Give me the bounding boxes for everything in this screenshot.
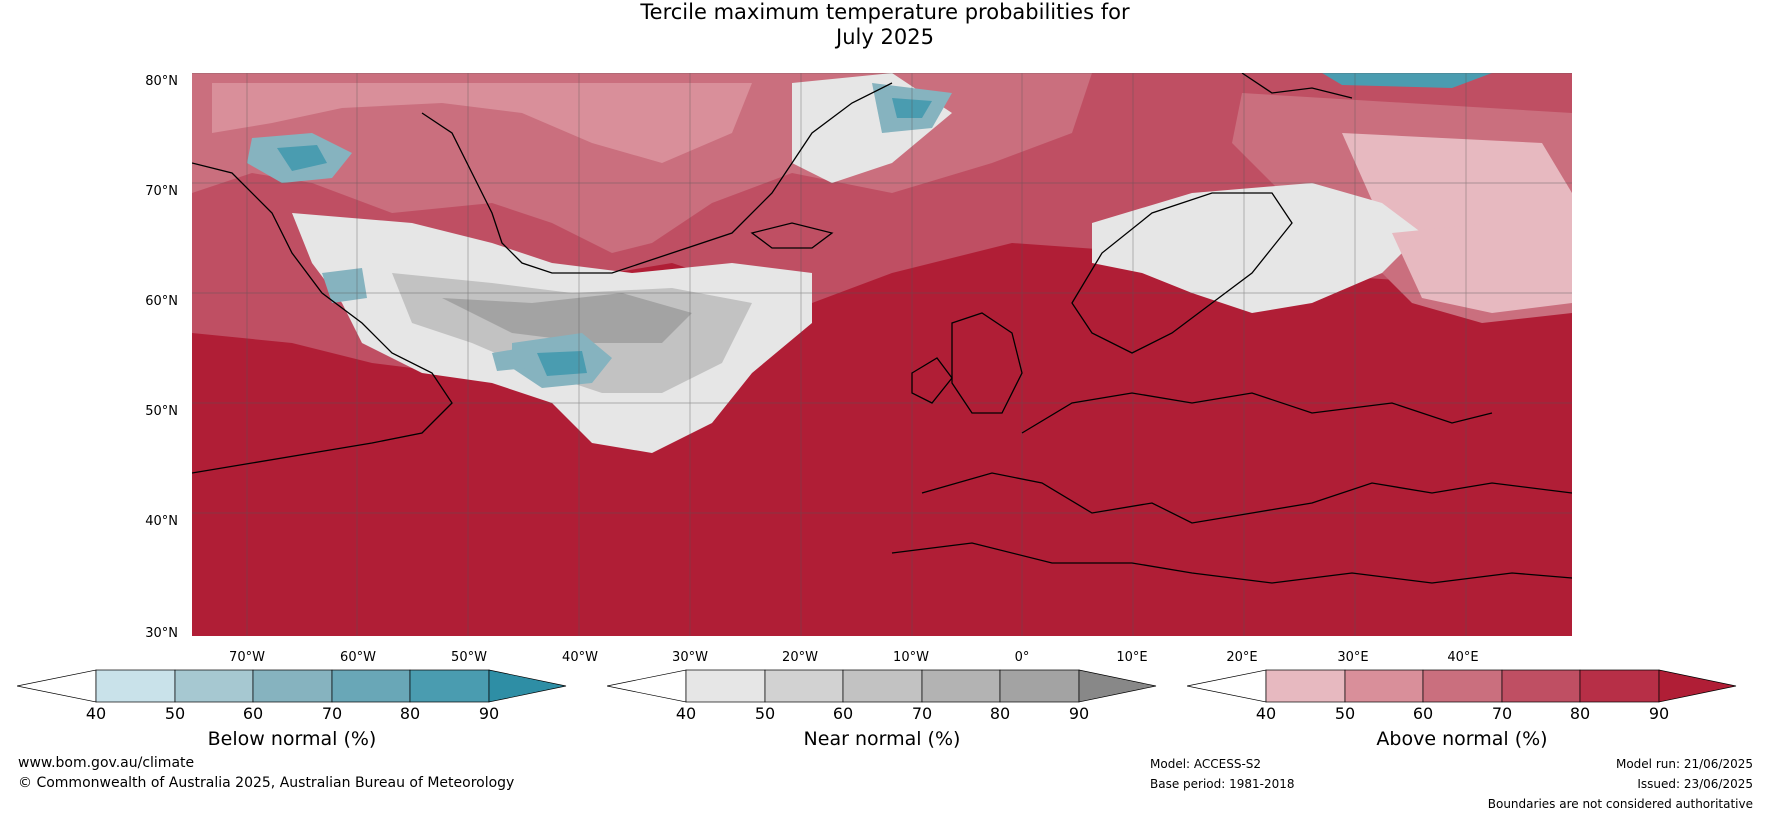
lon-label-50w: 50°W: [451, 650, 487, 665]
map-gridlines: [192, 73, 1572, 636]
colorbar-below-segment-60-70: [252, 669, 333, 703]
footer-disclaimer: Boundaries are not considered authoritat…: [1487, 797, 1753, 811]
lat-label-30n: 30°N: [145, 626, 178, 641]
cbar-above-tick-60: 60: [1412, 704, 1434, 723]
lon-label-40e: 40°E: [1447, 650, 1479, 665]
map-zone-below-labrador: [322, 268, 367, 303]
title-line-2: July 2025: [836, 25, 934, 49]
ireland-coast: [911, 357, 953, 404]
svalbard-coast: [1241, 73, 1353, 99]
british-isles-coast: [951, 312, 1023, 414]
colorbar-below-segment-40-50: [95, 669, 176, 703]
footer-model: Model: ACCESS-S2: [1150, 757, 1262, 771]
footer-base-period: Base period: 1981-2018: [1150, 777, 1295, 791]
cbar-near-tick-60: 60: [832, 704, 854, 723]
footer-model-run: Model run: 21/06/2025: [1615, 757, 1753, 771]
lon-label-20e: 20°E: [1226, 650, 1258, 665]
colorbar-below-segment-70-80: [331, 669, 411, 703]
lat-label-80n: 80°N: [145, 74, 178, 89]
colorbar-above-normal: [1187, 669, 1737, 703]
north-america-coast: [192, 162, 453, 474]
cbar-above-tick-40: 40: [1255, 704, 1277, 723]
lon-label-10w: 10°W: [893, 650, 929, 665]
cbar-label-above-normal: Above normal (%): [1376, 728, 1548, 750]
map-zone-below-atlantic-core: [537, 351, 587, 376]
lat-label-40n: 40°N: [145, 514, 178, 529]
map-coastlines: [192, 73, 1572, 584]
map-zone-below-newfoundland: [492, 348, 527, 371]
cbar-below-tick-70: 70: [321, 704, 343, 723]
lon-label-30e: 30°E: [1337, 650, 1369, 665]
colorbar-below-normal: [17, 669, 567, 703]
cbar-near-tick-70: 70: [911, 704, 933, 723]
cbar-below-tick-60: 60: [242, 704, 264, 723]
colorbar-below-segment-80-90: [409, 669, 490, 703]
lat-label-70n: 70°N: [145, 184, 178, 199]
greenland-coast: [421, 82, 893, 274]
colorbar-above-extend-high: [1658, 669, 1737, 703]
iceland-coast: [750, 222, 834, 249]
lat-label-60n: 60°N: [145, 294, 178, 309]
cbar-near-tick-40: 40: [675, 704, 697, 723]
colorbar-below-extend-high: [488, 669, 567, 703]
colorbar-near-segment-60-70: [842, 669, 923, 703]
map-zone-above-50-russia: [1392, 223, 1572, 313]
colorbar-above-segment-80-90: [1579, 669, 1660, 703]
cbar-above-tick-90: 90: [1648, 704, 1670, 723]
colorbar-below-extend-low: [17, 669, 97, 703]
colorbar-above-segment-60-70: [1422, 669, 1503, 703]
europe-north-coast: [1021, 392, 1493, 434]
colorbar-above-extend-low: [1187, 669, 1267, 703]
probability-map: [192, 73, 1572, 636]
map-panel: [192, 73, 1572, 636]
chart-title: Tercile maximum temperature probabilitie…: [0, 0, 1770, 50]
footer-copyright: © Commonwealth of Australia 2025, Austra…: [18, 775, 515, 791]
cbar-above-tick-70: 70: [1491, 704, 1513, 723]
colorbar-above-segment-70-80: [1501, 669, 1581, 703]
lon-label-60w: 60°W: [340, 650, 376, 665]
colorbar-near-extend-high: [1078, 669, 1157, 703]
colorbar-near-segment-50-60: [764, 669, 844, 703]
lat-label-50n: 50°N: [145, 404, 178, 419]
cbar-below-tick-90: 90: [478, 704, 500, 723]
cbar-near-tick-90: 90: [1068, 704, 1090, 723]
lon-label-40w: 40°W: [562, 650, 598, 665]
cbar-label-below-normal: Below normal (%): [207, 728, 377, 750]
cbar-below-tick-80: 80: [399, 704, 421, 723]
cbar-label-near-normal: Near normal (%): [803, 728, 961, 750]
colorbar-below-segment-50-60: [174, 669, 254, 703]
cbar-below-tick-40: 40: [85, 704, 107, 723]
map-zone-below-svalbard: [1322, 73, 1492, 88]
map-zone-near-scandinavia: [1092, 183, 1422, 313]
colorbar-near-segment-70-80: [921, 669, 1001, 703]
footer-url: www.bom.gov.au/climate: [18, 755, 195, 771]
lon-label-30w: 30°W: [672, 650, 708, 665]
map-zone-above-60: [212, 83, 752, 163]
map-zone-below-baffin-core: [277, 145, 327, 171]
map-zone-near-80: [442, 293, 692, 343]
colorbar-above-segment-50-60: [1344, 669, 1424, 703]
mediterranean-north-coast: [921, 472, 1572, 524]
colorbar-near-segment-40-50: [685, 669, 766, 703]
lon-label-20w: 20°W: [782, 650, 818, 665]
title-line-1: Tercile maximum temperature probabilitie…: [640, 0, 1130, 24]
africa-north-coast: [891, 542, 1572, 584]
lon-label-0: 0°: [1014, 650, 1030, 665]
cbar-above-tick-50: 50: [1334, 704, 1356, 723]
lon-label-70w: 70°W: [229, 650, 265, 665]
cbar-near-tick-80: 80: [989, 704, 1011, 723]
colorbar-near-segment-80-90: [999, 669, 1080, 703]
colorbar-above-segment-40-50: [1265, 669, 1346, 703]
colorbar-near-normal: [607, 669, 1157, 703]
cbar-above-tick-80: 80: [1569, 704, 1591, 723]
scandinavia-coast: [1071, 192, 1293, 354]
lon-label-10e: 10°E: [1116, 650, 1148, 665]
cbar-below-tick-50: 50: [164, 704, 186, 723]
footer-issued: Issued: 23/06/2025: [1637, 777, 1753, 791]
cbar-near-tick-50: 50: [754, 704, 776, 723]
colorbar-near-extend-low: [607, 669, 687, 703]
